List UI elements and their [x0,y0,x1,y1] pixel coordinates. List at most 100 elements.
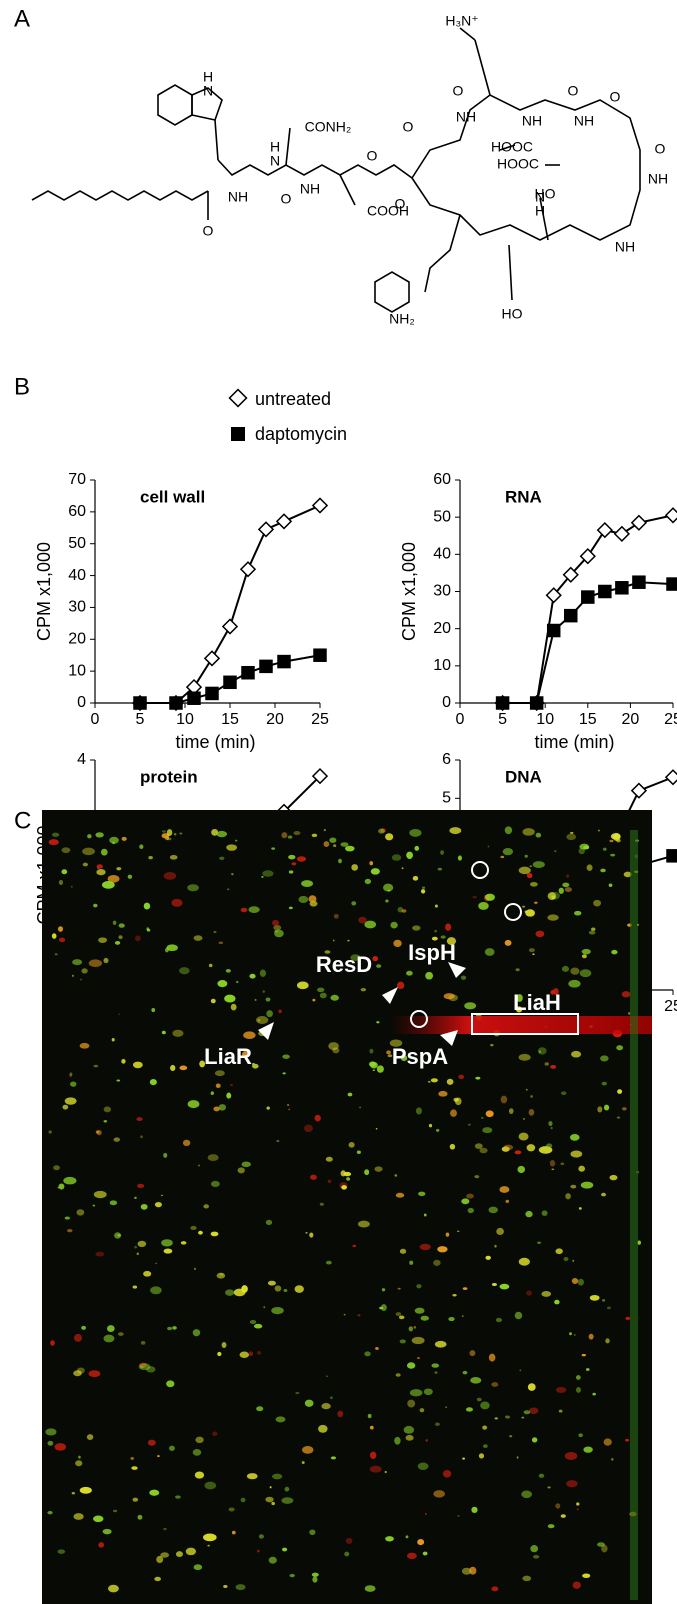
x-tick-label: 0 [91,711,100,728]
gel-spot [509,1435,513,1438]
gel-spot [570,1150,583,1158]
gel-spot [621,1107,627,1111]
gel-spot [154,1576,162,1582]
gel-spot [369,1425,374,1430]
gel-spot [547,892,557,901]
gel-spot [241,1161,251,1168]
gel-spot [465,1407,474,1412]
gel-spot [621,991,631,998]
gel-spot [527,1383,536,1391]
gel-spot [548,1120,553,1127]
gel-spot [470,1377,482,1384]
gel-spot [214,1070,225,1077]
gel-spot [445,923,452,931]
gel-spot [369,1465,382,1473]
marker [311,497,329,514]
gel-spot [113,1137,120,1142]
atom-label: O [395,196,406,212]
gel-spot [369,1048,374,1054]
gel-spot [518,1053,531,1061]
gel-spot [113,1509,118,1513]
gel-spot [572,1581,581,1589]
marker [495,696,510,710]
gel-spot [462,1370,468,1375]
gel-spot [98,937,108,943]
legend-marker [231,427,245,441]
gel-spot [210,1091,214,1095]
gel-spot [425,971,434,980]
gel-spot [95,1130,100,1134]
gel-spot [273,924,282,931]
gel-spot [610,853,616,857]
gel-spot [443,993,455,1000]
gel-spot [45,1428,57,1436]
x-tick-label: 0 [456,711,465,728]
gel-label: IspH [408,940,456,965]
gel-spot [406,1362,416,1369]
y-tick-label: 5 [442,790,451,807]
gel-spot [69,1072,73,1076]
gel-spot [305,1231,308,1234]
gel-spot [288,906,293,910]
gel-spot [369,1451,377,1460]
atom-label: O [453,83,464,99]
x-tick-label: 5 [498,711,507,728]
gel-spot [476,1397,482,1402]
gel-spot [356,1150,361,1154]
gel-spot [445,1232,450,1237]
gel-spot [467,1123,471,1126]
gel-spot [370,868,380,875]
gel-spot [537,1047,547,1055]
gel-spot [364,1585,376,1592]
gel-spot [531,1437,538,1443]
gel-spot [323,828,326,832]
gel-spot [562,882,570,888]
gel-spot [219,856,225,861]
gel-spot [253,1323,263,1329]
gel-spot [453,1097,459,1102]
gel-spot [217,980,228,988]
gel-spot [134,1196,137,1199]
gel-spot [412,925,421,931]
gel-spot [136,1183,145,1188]
gel-spot [179,832,183,835]
y-tick-label: 4 [77,751,86,768]
gel-spot [261,875,264,878]
gel-spot [70,885,73,888]
gel-spot [103,957,109,964]
gel-spot [88,1370,101,1378]
gel-spot [167,1326,173,1331]
gel-spot [564,1451,578,1460]
y-tick-label: 40 [433,546,451,563]
gel-spot [284,1486,290,1492]
gel-spot [547,914,559,921]
gel-spot [293,830,301,836]
gel-spot [190,1225,197,1230]
gel-spot [132,1497,139,1502]
atom-label: O [610,89,621,105]
gel-spot [423,1213,427,1217]
gel-spot [103,1120,108,1123]
gel-spot [491,1586,499,1592]
gel-spot [330,1456,337,1460]
gel-spot [192,1448,202,1456]
gel-spot [528,948,535,953]
gel-spot [230,1003,237,1011]
gel-spot [609,839,614,843]
gel-spot [612,833,621,842]
gel-spot [364,1169,370,1176]
gel-spot [580,1181,594,1189]
gel-spot [134,1245,138,1249]
gel-spot [150,1286,162,1295]
gel-spot [182,1139,191,1147]
gel-spot [143,1270,152,1277]
gel-spot [474,1175,480,1179]
gel-spot [416,1284,422,1289]
gel-spot [340,1170,346,1177]
gel-spot [74,1333,82,1342]
gel-spot [414,1307,425,1314]
y-tick-label: 30 [433,583,451,600]
gel-spot [537,1241,542,1244]
gel-spot [526,1144,536,1152]
gel-spot [530,1545,539,1553]
